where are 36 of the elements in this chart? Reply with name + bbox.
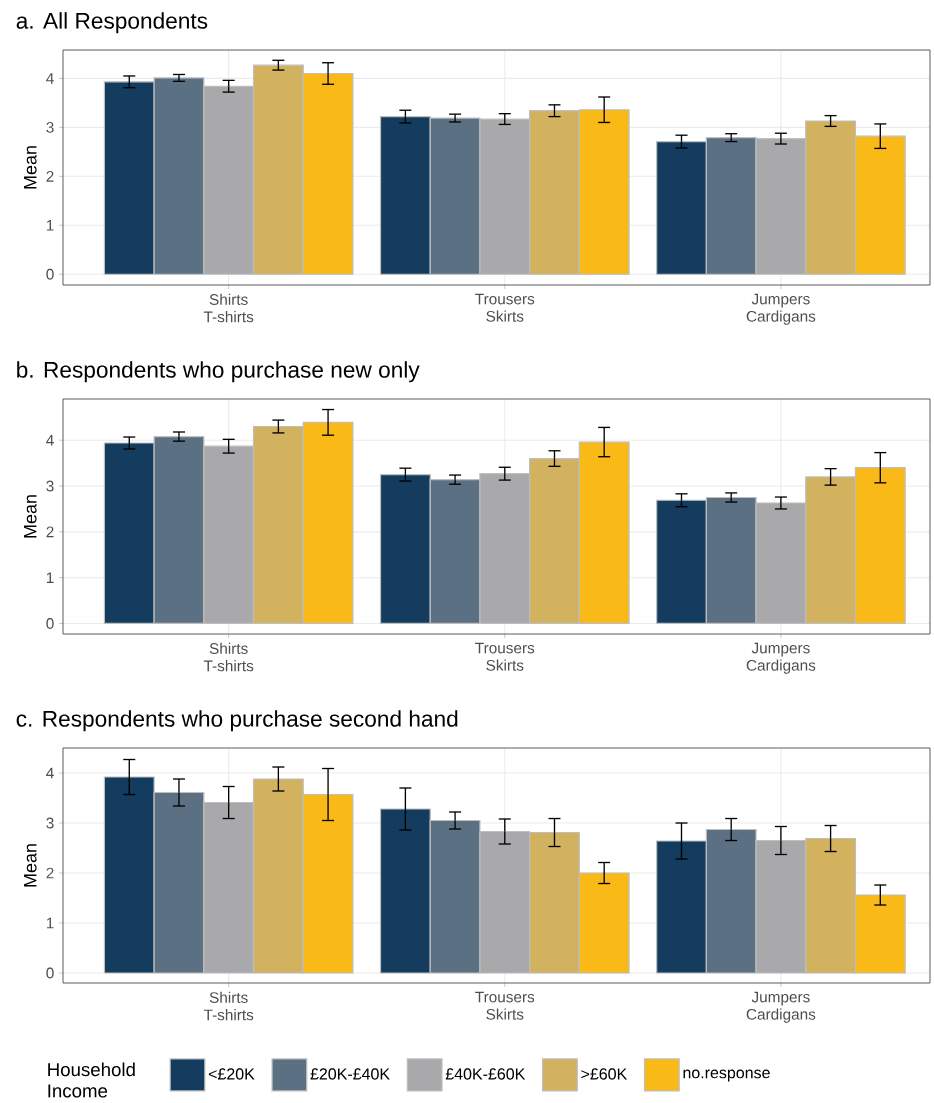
y-tick-label: 4: [46, 73, 54, 84]
y-axis-title: Mean: [24, 495, 37, 538]
chart-title: b. Respondents who purchase new only: [17, 361, 420, 383]
x-tick-label: Jumpers Cardigans: [746, 991, 816, 1023]
y-axis-title: Mean: [24, 146, 37, 189]
y-tick-label: 3: [46, 817, 54, 829]
x-tick-label: Trousers Skirts: [475, 991, 535, 1020]
y-tick-label: 2: [46, 867, 54, 879]
x-tick-label: Trousers Skirts: [475, 293, 535, 322]
legend-label: no.response: [683, 1069, 770, 1082]
chart-title: c. Respondents who purchase second hand: [16, 710, 458, 732]
y-tick-label: 4: [46, 767, 54, 779]
y-tick-label: 0: [46, 967, 54, 979]
y-tick-label: 1: [46, 917, 54, 929]
y-tick-label: 2: [46, 526, 54, 538]
legend-label: >£60K: [581, 1068, 628, 1080]
y-tick-label: 0: [46, 618, 54, 629]
x-tick-label: Trousers Skirts: [475, 642, 535, 671]
y-tick-label: 4: [46, 434, 54, 446]
legend-label: £20K-£40K: [310, 1068, 390, 1080]
y-tick-label: 1: [46, 220, 54, 231]
x-tick-label: Shirts T-shirts: [203, 991, 254, 1021]
legend-label: £40K-£60K: [445, 1068, 526, 1080]
x-tick-label: Shirts T-shirts: [203, 293, 254, 323]
x-tick-label: Jumpers Cardigans: [746, 293, 816, 325]
y-tick-label: 1: [46, 572, 54, 583]
x-tick-label: Shirts T-shirts: [203, 642, 254, 672]
y-tick-label: 3: [46, 480, 54, 492]
legend-title: Household Income: [48, 1062, 135, 1098]
y-axis-title: Mean: [24, 844, 37, 887]
y-tick-label: 3: [46, 121, 54, 133]
chart-title: a. All Respondents: [16, 12, 208, 34]
legend-label: <£20K: [208, 1068, 255, 1080]
y-tick-label: 0: [46, 268, 54, 280]
x-tick-label: Jumpers Cardigans: [746, 642, 816, 674]
y-tick-label: 2: [46, 170, 54, 182]
